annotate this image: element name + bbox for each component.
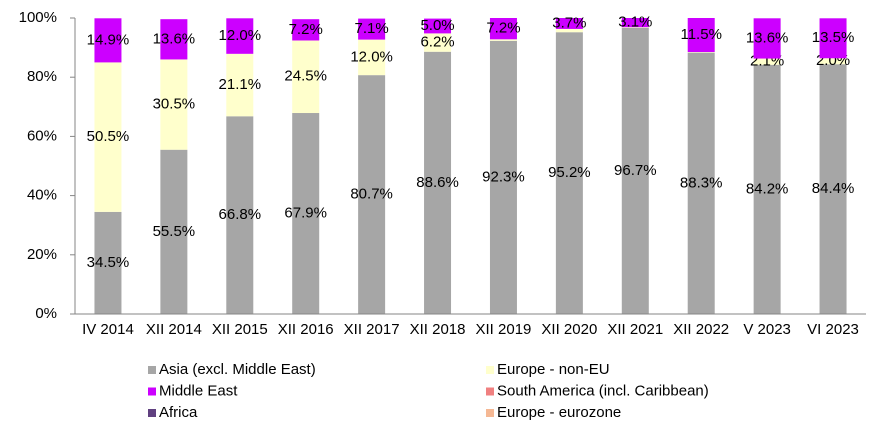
y-tick-label: 100% [19, 9, 57, 26]
bar-segment [292, 113, 320, 315]
x-tick-label: XII 2019 [476, 321, 532, 338]
bar-segment [358, 18, 386, 40]
bar-segment [94, 211, 122, 314]
bar-segment [358, 39, 386, 76]
data-label: 30.5% [153, 96, 196, 113]
bar-segment [489, 40, 517, 315]
bar-segment [424, 33, 452, 52]
bar-segment [160, 19, 188, 60]
bar-segment [555, 32, 583, 314]
x-tick-label: XII 2017 [344, 321, 400, 338]
y-tick-label: 40% [27, 187, 57, 204]
y-tick-label: 60% [27, 127, 57, 144]
bar-segment [160, 149, 188, 314]
y-tick-label: 80% [27, 68, 57, 85]
legend-label: Europe - eurozone [497, 404, 621, 421]
data-label: 6.2% [420, 34, 454, 51]
bar-segment [687, 52, 715, 53]
legend-label: Middle East [159, 382, 238, 399]
legend-swatch [148, 366, 156, 374]
bar-segment [94, 62, 122, 212]
x-tick-label: XII 2014 [146, 321, 202, 338]
x-tick-label: XII 2020 [541, 321, 597, 338]
data-label: 66.8% [219, 206, 262, 223]
data-label: 13.6% [746, 29, 789, 46]
bar-segment [621, 18, 649, 28]
bar-segment [226, 116, 254, 314]
bar-segment [753, 58, 781, 65]
data-label: 84.2% [746, 180, 789, 197]
y-tick-label: 0% [35, 305, 57, 322]
data-label: 3.7% [552, 14, 586, 31]
bar-segment [160, 59, 188, 150]
data-label: 34.5% [87, 254, 130, 271]
x-tick-label: IV 2014 [82, 321, 134, 338]
bar-segment [226, 18, 254, 54]
legend-swatch [486, 387, 494, 396]
bar-segment [94, 18, 122, 63]
data-label: 67.9% [284, 204, 327, 221]
legend-swatch [148, 387, 156, 396]
bar-segment [424, 18, 452, 34]
bar-segment [555, 28, 583, 33]
data-label: 24.5% [284, 68, 327, 85]
x-tick-label: XII 2015 [212, 321, 268, 338]
data-label: 3.1% [618, 14, 652, 31]
data-label: 88.6% [416, 174, 459, 191]
legend-label: Asia (excl. Middle East) [159, 361, 316, 378]
data-label: 84.4% [812, 180, 855, 197]
bar-segment [489, 39, 517, 41]
data-label: 80.7% [350, 186, 393, 203]
bar-segment [819, 58, 847, 65]
bar-segment [292, 19, 320, 41]
bar-segment [753, 64, 781, 314]
data-label: 92.3% [482, 168, 525, 185]
x-tick-label: XII 2016 [278, 321, 334, 338]
legend-label: Europe - non-EU [497, 361, 610, 378]
data-label: 55.5% [153, 223, 196, 240]
x-tick-label: XII 2018 [410, 321, 466, 338]
data-label: 14.9% [87, 31, 130, 48]
bar-segment [819, 64, 847, 315]
data-label: 7.2% [289, 21, 323, 38]
bar-segment [292, 40, 320, 114]
data-label: 13.6% [153, 30, 196, 47]
bar-segment [424, 51, 452, 315]
x-tick-label: V 2023 [743, 321, 791, 338]
data-label: 5.0% [420, 17, 454, 34]
data-label: 7.2% [486, 20, 520, 37]
x-tick-label: VI 2023 [807, 321, 859, 338]
bar-segment [621, 27, 649, 314]
bar-segment [687, 52, 715, 315]
legend-swatch [148, 409, 156, 417]
legend-swatch [486, 409, 494, 417]
bar-segment [819, 18, 847, 59]
data-label: 50.5% [87, 128, 130, 145]
bar-segment [621, 27, 649, 28]
x-tick-label: XII 2022 [673, 321, 729, 338]
bar-segment [358, 75, 386, 315]
data-label: 7.1% [355, 20, 389, 37]
bar-segment [489, 18, 517, 40]
y-tick-label: 20% [27, 246, 57, 263]
data-label: 12.0% [219, 27, 262, 44]
data-label: 21.1% [219, 76, 262, 93]
bar-segment [226, 53, 254, 117]
data-label: 96.7% [614, 162, 657, 179]
data-label: 11.5% [680, 26, 721, 43]
legend-label: South America (incl. Caribbean) [497, 382, 709, 399]
bar-segment [687, 18, 715, 53]
bar-segment [753, 18, 781, 59]
data-label: 12.0% [350, 48, 393, 65]
bar-segment [555, 18, 583, 29]
data-label: 88.3% [680, 174, 723, 191]
data-label: 95.2% [548, 164, 591, 181]
data-label: 13.5% [812, 29, 855, 46]
x-tick-label: XII 2021 [607, 321, 663, 338]
legend-swatch [486, 366, 494, 374]
legend-label: Africa [159, 404, 198, 421]
